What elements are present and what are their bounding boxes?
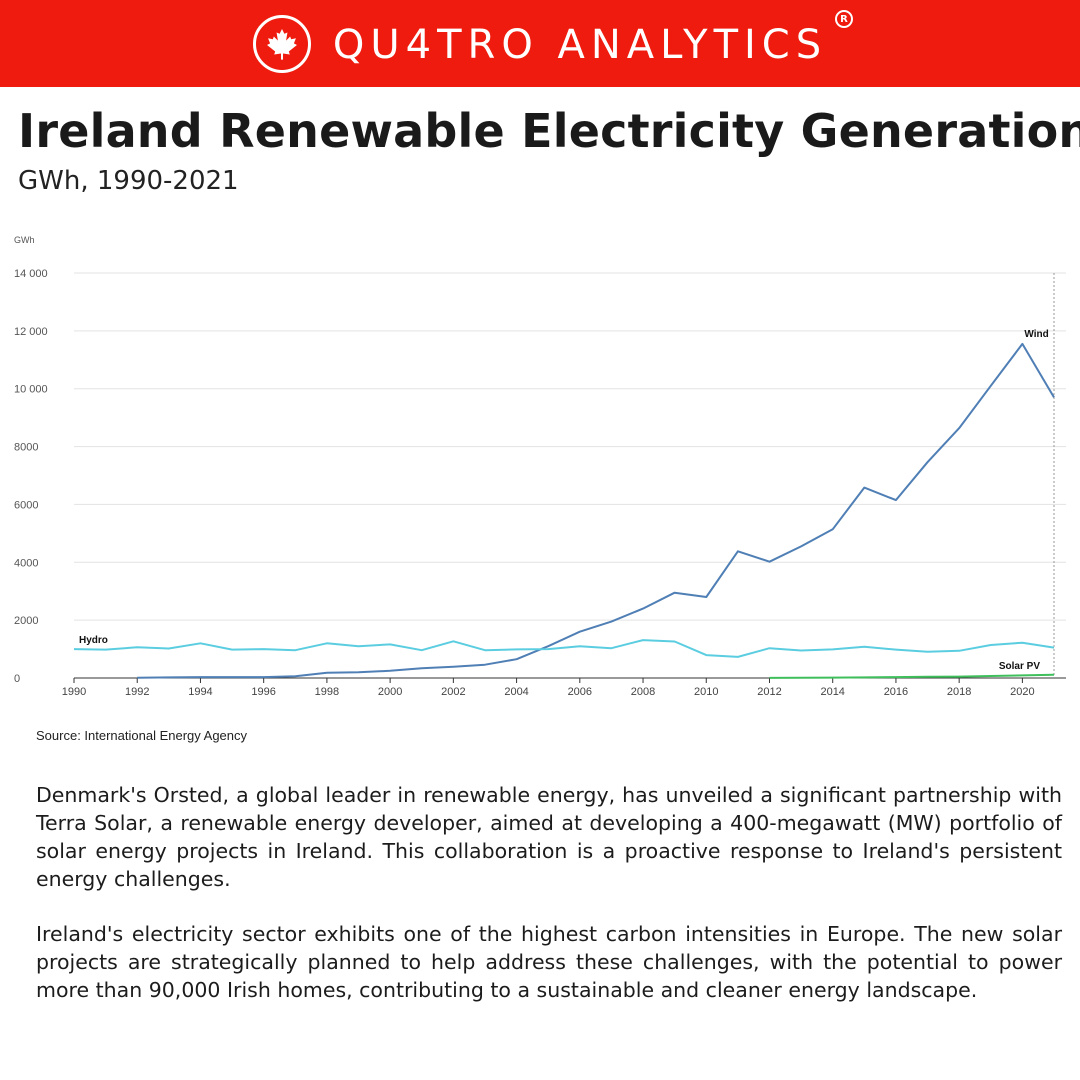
- x-tick-label: 2000: [378, 686, 402, 698]
- chart-source: Source: International Energy Agency: [36, 728, 248, 743]
- y-tick-label: 10 000: [14, 384, 48, 396]
- y-tick-label: 4000: [14, 557, 38, 569]
- wind-series-label: Wind: [1024, 329, 1048, 340]
- brand-name: QU4TRO ANALYTICS: [332, 21, 828, 68]
- x-tick-label: 1996: [251, 686, 275, 698]
- x-tick-label: 2004: [504, 686, 528, 698]
- line-chart: 0 2000 4000 6000 8000 10 000 12 000 14 000 GWh 19…: [14, 235, 1066, 698]
- x-tick-label: 1990: [62, 686, 86, 698]
- y-tick-label: 14 000: [14, 268, 48, 280]
- solar-pv-series-line: [769, 673, 1055, 679]
- page-subtitle: GWh, 1990-2021: [18, 166, 239, 196]
- solar-pv-series-label: Solar PV: [999, 661, 1040, 672]
- hydro-series-line: [73, 639, 1055, 658]
- y-tick-label: 8000: [14, 442, 38, 454]
- wind-series-line: [137, 342, 1055, 679]
- x-tick-label: 2020: [1010, 686, 1034, 698]
- hydro-series-label: Hydro: [79, 635, 108, 646]
- body-paragraph-2: Ireland's electricity sector exhibits on…: [36, 922, 1062, 1002]
- y-tick-label: 0: [14, 673, 20, 685]
- x-tick-label: 2010: [694, 686, 718, 698]
- x-tick-label: 2014: [820, 686, 844, 698]
- x-tick-label: 2002: [441, 686, 465, 698]
- registered-mark: R: [835, 10, 853, 28]
- x-tick-label: 2016: [884, 686, 908, 698]
- maple-leaf-icon: [266, 28, 297, 60]
- logo-badge: [252, 14, 311, 73]
- x-tick-label: 2008: [631, 686, 655, 698]
- page-title: Ireland Renewable Electricity Generation: [18, 104, 1080, 158]
- header-banner: QU4TRO ANALYTICS R: [0, 0, 1080, 87]
- x-tick-label: 2006: [568, 686, 592, 698]
- x-tick-label: 2012: [757, 686, 781, 698]
- y-tick-label: 2000: [14, 615, 38, 627]
- body-paragraph-1: Denmark's Orsted, a global leader in ren…: [36, 783, 1062, 891]
- x-tick-label: 1994: [188, 686, 212, 698]
- x-tick-label: 2018: [947, 686, 971, 698]
- x-tick-label: 1992: [125, 686, 149, 698]
- x-tick-label: 1998: [315, 686, 339, 698]
- y-tick-label: 12 000: [14, 326, 48, 338]
- y-axis-label: GWh: [14, 235, 35, 245]
- y-tick-label: 6000: [14, 499, 38, 511]
